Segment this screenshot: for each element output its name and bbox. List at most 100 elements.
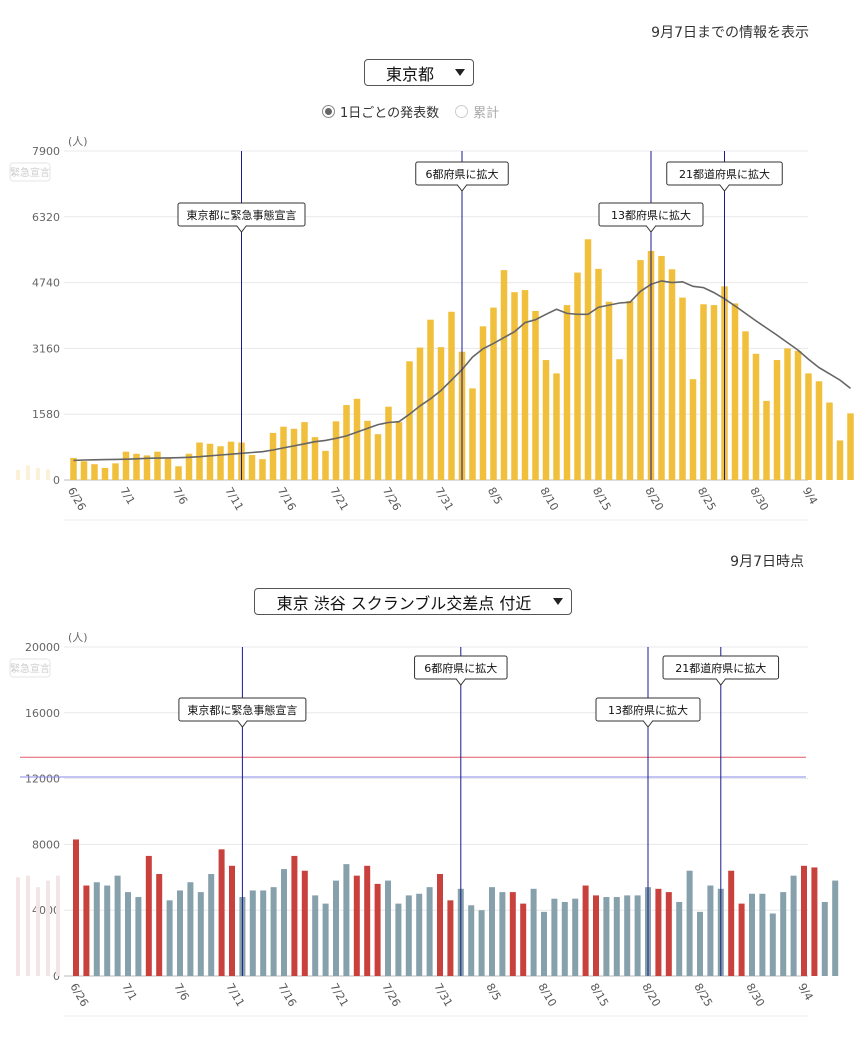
data-bar [280,426,287,480]
radio-cumulative[interactable]: 累計 [455,102,499,121]
data-bar [104,885,111,976]
data-bar [70,457,77,480]
data-bar [427,319,434,480]
x-tick-label: 8/5 [483,981,503,1003]
data-bar [773,360,781,480]
data-bar [395,903,402,976]
data-bar [374,434,382,480]
x-tick-label: 8/25 [695,485,719,513]
ghost-bar [26,875,30,976]
x-tick-label: 7/11 [223,981,247,1009]
region-select[interactable]: 東京都 [364,59,474,86]
data-bar [164,458,172,480]
data-bar [509,892,516,976]
data-bar [197,892,204,976]
cases-chart: 緊急宣言 0 1580 3160 4740 6320 7900 (人) 6/26 7/1 7/6 7/… [9,135,854,521]
ghost-bar [26,465,30,480]
data-bar [815,381,823,480]
data-bar [364,420,371,480]
data-bar [759,893,766,976]
data-bar [312,895,319,976]
data-bar [655,888,662,976]
x-tick-label: 7/6 [171,981,191,1003]
data-bar [135,897,142,976]
annotation-label: 13都府県に拡大 [608,703,688,717]
x-tick-label: 9/4 [800,485,820,507]
annotation-label: 6都府県に拡大 [426,167,499,181]
data-bar [187,882,194,976]
data-bar [143,455,151,480]
y-tick-label: 0 [53,474,60,487]
y-tick-label: 4740 [32,277,60,290]
data-bar [270,887,277,976]
data-bar [541,911,547,976]
info-text: 9月7日までの情報を表示 [651,25,809,41]
x-tick-label: 7/11 [222,485,246,513]
annotation-pointer [642,720,654,728]
data-bar [196,442,203,480]
data-bar [154,451,161,480]
data-bar [553,373,560,480]
data-bar [697,911,703,976]
data-bar [530,888,537,976]
data-bar [769,913,776,976]
data-bar [634,895,641,976]
x-tick-label: 7/21 [327,485,351,513]
data-bar [616,359,623,480]
data-bar [603,897,610,976]
data-bar [343,405,350,480]
radio-unselected-icon [455,105,469,118]
ghost-label-box [9,162,51,182]
data-bar [805,373,812,480]
data-bar [185,453,193,480]
data-bar [511,292,518,480]
data-bar [93,882,100,976]
radio-selected-icon [322,105,335,118]
x-tick-label: 8/10 [537,485,561,513]
data-bar [353,398,361,480]
annotation-pointer [645,225,657,233]
ghost-label-box [9,658,51,678]
data-bar [426,887,433,976]
data-bar [416,893,423,976]
data-bar [374,883,381,976]
x-tick-label: 8/5 [485,485,505,507]
data-bar [248,455,256,480]
data-bar [291,855,298,976]
data-bar [437,874,443,976]
data-bar [332,421,340,480]
annotation-label: 6都府県に拡大 [424,661,497,675]
data-bar [468,905,475,976]
x-tick-label: 7/26 [379,981,403,1009]
data-bar [478,910,485,976]
data-bar [731,303,739,480]
x-tick-label: 7/31 [432,485,456,513]
data-bar [91,464,98,480]
x-tick-label: 7/1 [119,981,139,1003]
x-tick-label: 8/30 [743,981,767,1009]
y-axis-label: (人) [68,631,88,644]
location-select[interactable]: 東京 渋谷 スクランブル交差点 付近 [254,588,572,615]
data-bar [499,892,506,976]
data-bar [686,870,693,976]
data-bar [177,890,183,976]
data-bar [249,890,256,976]
x-tick-label: 7/31 [431,981,455,1009]
data-bar [353,875,360,976]
data-bar [405,895,412,976]
ghost-bar [56,875,60,976]
data-bar [595,268,602,480]
data-bar [206,443,214,480]
data-bar [416,347,424,480]
data-bar [658,255,665,480]
data-bar [826,402,833,480]
data-bar [794,350,802,480]
data-bar [742,331,749,480]
radio-daily[interactable]: 1日ごとの発表数 [322,102,439,121]
annotation-label: 13都府県に拡大 [611,208,691,222]
annotation-label: 21都道府県に拡大 [679,167,770,181]
annotation-pointer [719,184,730,192]
data-bar [114,875,121,976]
data-bar [584,239,592,480]
data-bar [605,301,613,480]
